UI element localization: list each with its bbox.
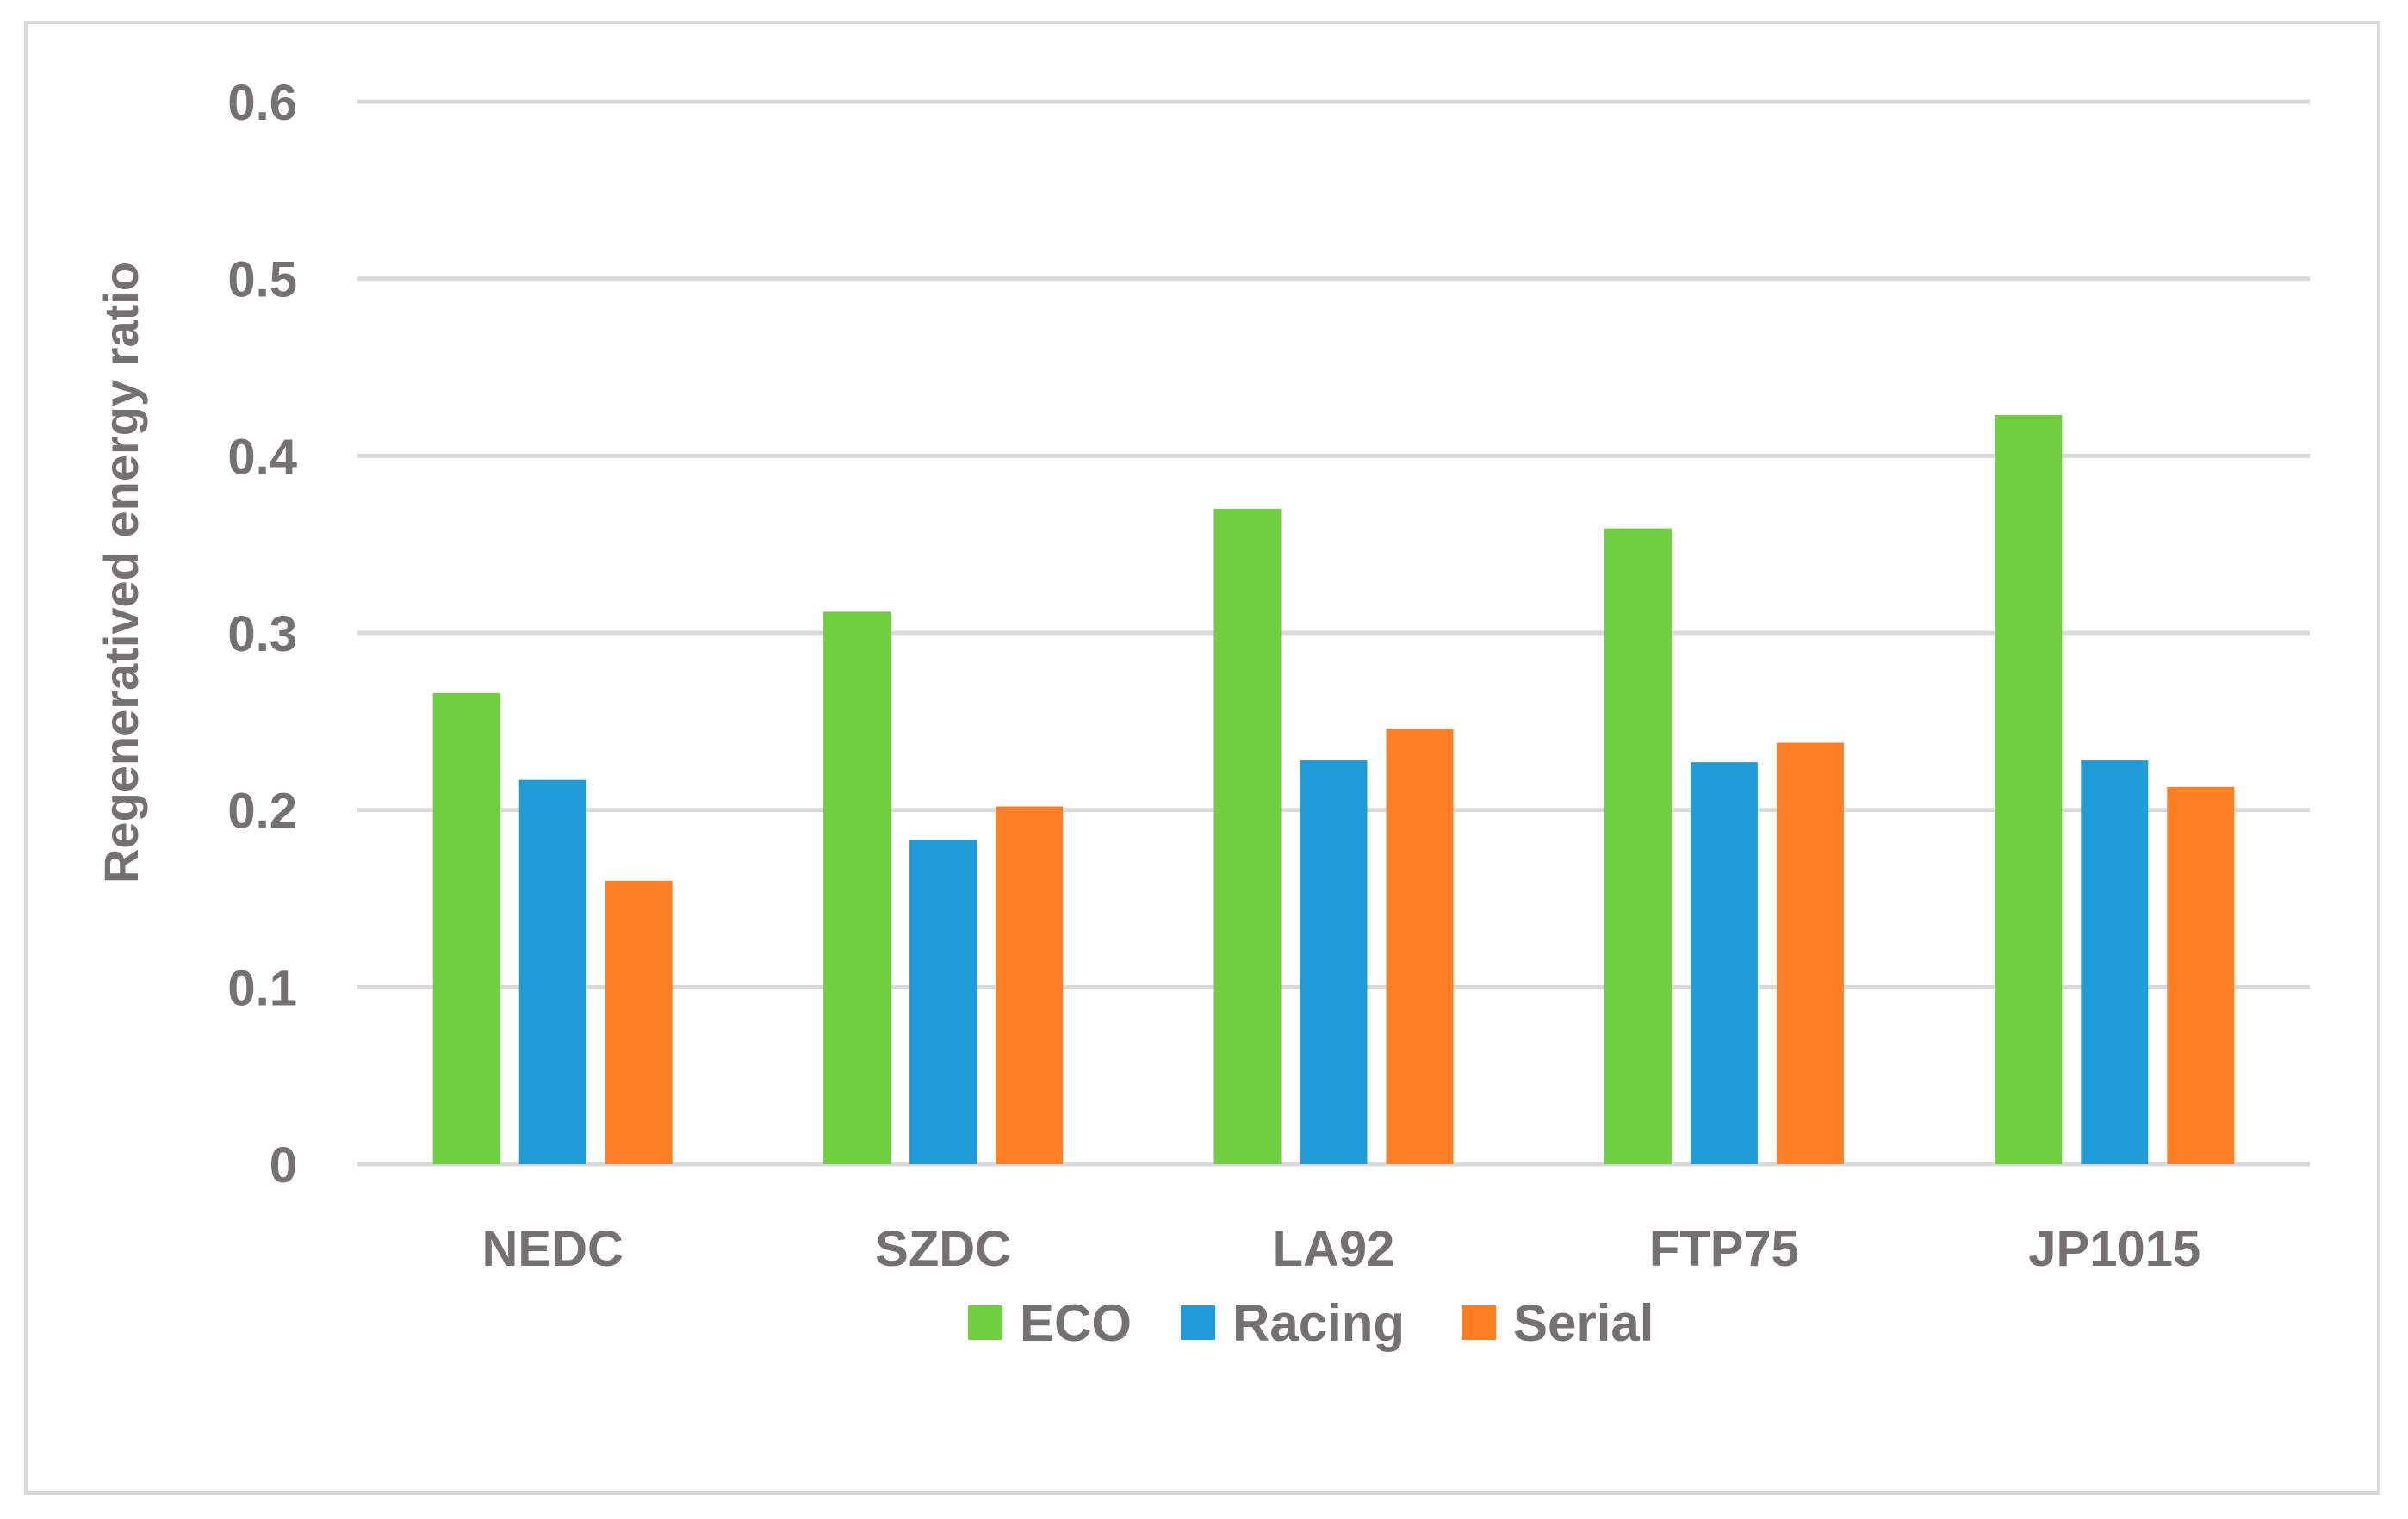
x-tick-label: SZDC [875, 1221, 1011, 1277]
x-tick-label: NEDC [482, 1221, 624, 1277]
legend-label-racing: Racing [1232, 1294, 1405, 1352]
y-tick-label: 0.3 [227, 606, 297, 662]
chart-frame [24, 21, 2380, 1495]
y-tick-label: 0.4 [227, 429, 297, 485]
bar-racing-la92 [1300, 760, 1368, 1164]
bar-racing-jp1015 [2081, 760, 2149, 1164]
x-tick-label: JP1015 [2028, 1221, 2200, 1277]
x-tick-label: FTP75 [1649, 1221, 1799, 1277]
bar-eco-ftp75 [1604, 528, 1672, 1164]
y-axis-ticks: 0 0.1 0.2 0.3 0.4 0.5 0.6 [227, 75, 297, 1194]
bar-serial-jp1015 [2167, 786, 2235, 1164]
legend-label-eco: ECO [1020, 1294, 1132, 1352]
y-tick-label: 0.5 [227, 252, 297, 308]
legend-swatch-eco [968, 1305, 1002, 1340]
y-tick-label: 0.1 [227, 960, 297, 1016]
legend: ECO Racing Serial [968, 1294, 1654, 1352]
bar-eco-la92 [1213, 509, 1282, 1164]
x-tick-label: LA92 [1273, 1221, 1395, 1277]
bar-eco-nedc [432, 692, 500, 1164]
bar-serial-szdc [996, 806, 1064, 1164]
bars [432, 415, 2235, 1164]
y-tick-label: 0 [270, 1138, 297, 1194]
x-axis-ticks: NEDC SZDC LA92 FTP75 JP1015 [482, 1221, 2201, 1277]
bar-serial-ftp75 [1776, 742, 1844, 1164]
y-tick-label: 0.2 [227, 784, 297, 840]
y-tick-label: 0.6 [227, 75, 297, 131]
legend-swatch-serial [1462, 1305, 1496, 1340]
bar-eco-jp1015 [1995, 415, 2063, 1164]
y-axis-title: Regeneratived energy ratio [94, 262, 148, 884]
bar-serial-nedc [605, 880, 673, 1164]
bar-racing-nedc [518, 779, 586, 1164]
legend-label-serial: Serial [1513, 1294, 1654, 1352]
legend-swatch-racing [1181, 1305, 1215, 1340]
bar-racing-szdc [909, 840, 977, 1164]
bar-racing-ftp75 [1690, 762, 1758, 1164]
gridlines [357, 99, 2310, 1167]
bar-serial-la92 [1386, 728, 1454, 1164]
bar-eco-szdc [823, 611, 891, 1164]
